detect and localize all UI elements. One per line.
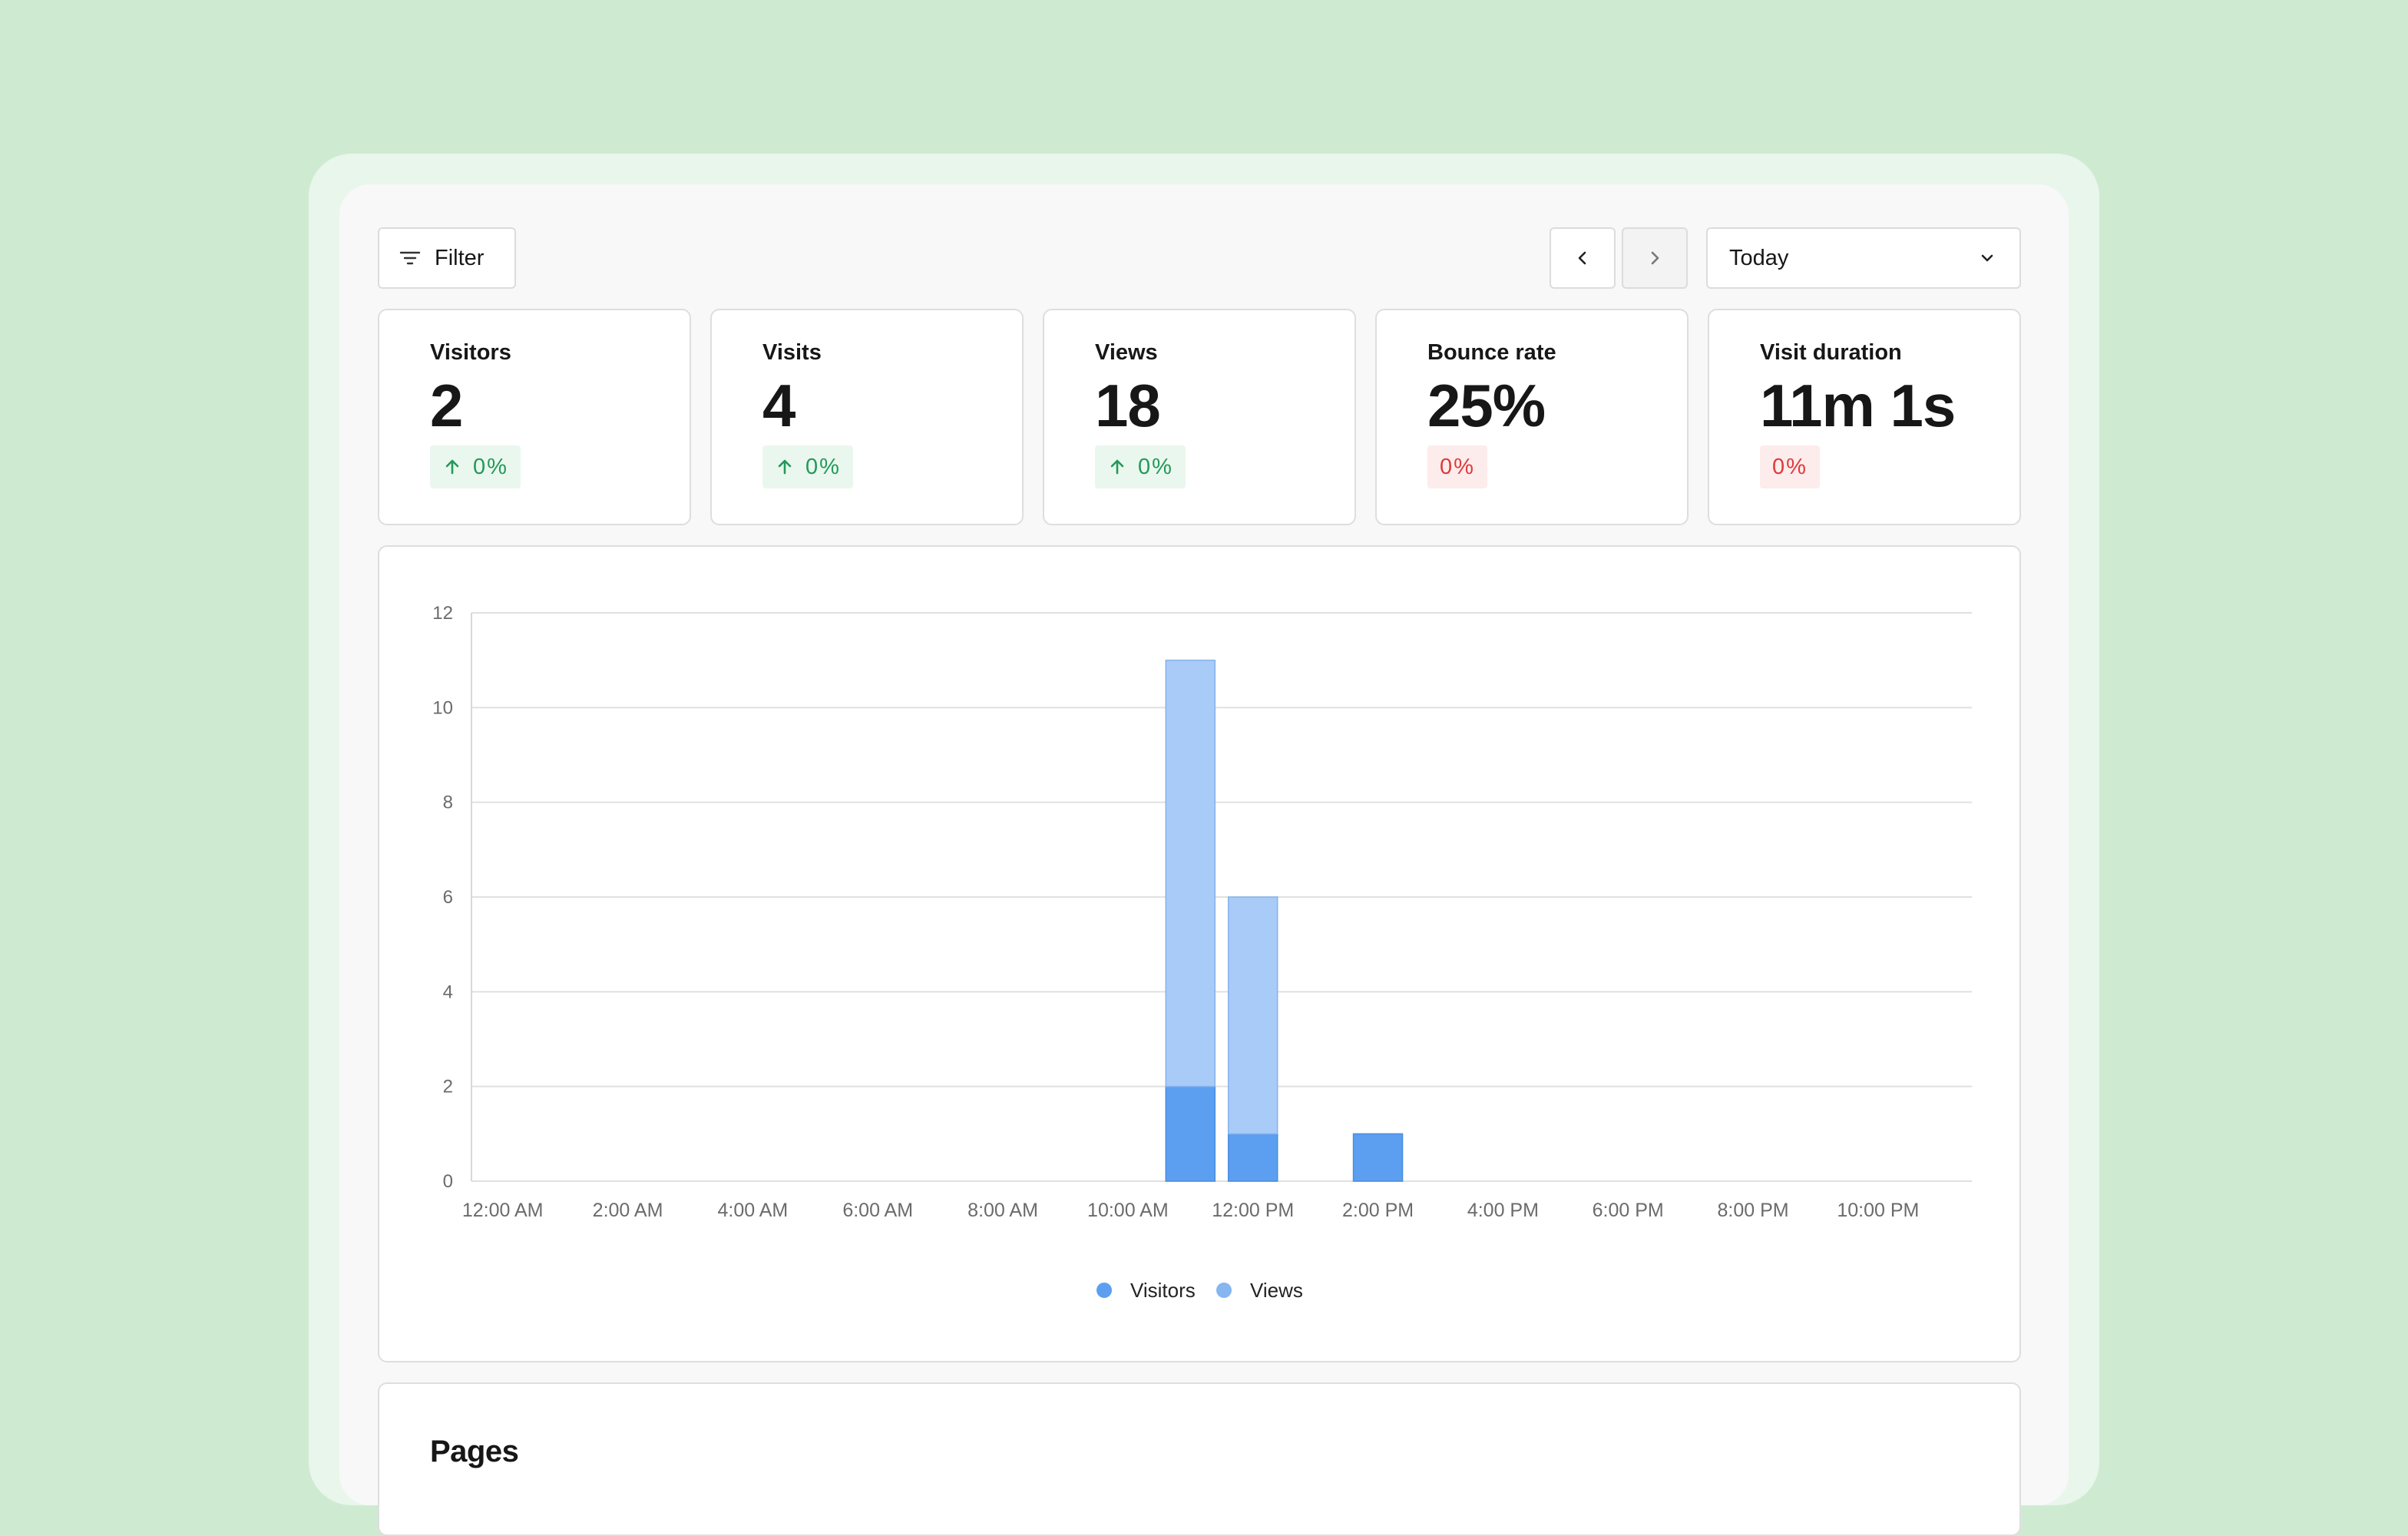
legend-swatch [1096, 1283, 1112, 1298]
chart-card: 0 2 4 6 8 10 12 12:00 AM 2:00 AM 4:00 AM 6:00 AM 8:… [378, 545, 2021, 1362]
pages-card: Pages [378, 1382, 2021, 1536]
stat-card-bounce-rate[interactable]: Bounce rate 25% 0% [1375, 309, 1689, 525]
stat-change-badge: 0% [1095, 445, 1186, 488]
legend-label: Views [1250, 1279, 1303, 1302]
filter-lines-icon [399, 251, 421, 265]
x-tick-label: 2:00 PM [1342, 1200, 1414, 1221]
stat-change-badge: 0% [1427, 445, 1487, 488]
previous-period-button[interactable] [1550, 227, 1616, 289]
stat-label: Visits [762, 340, 822, 365]
x-tick-label: 4:00 PM [1467, 1200, 1539, 1221]
stat-card-visits[interactable]: Visits 4 0% [710, 309, 1024, 525]
x-tick-label: 10:00 PM [1837, 1200, 1919, 1221]
stat-change-value: 0% [1772, 454, 1808, 479]
y-tick-label: 10 [432, 697, 453, 718]
bar-visitors [1352, 1133, 1404, 1182]
stat-card-views[interactable]: Views 18 0% [1043, 309, 1356, 525]
bar-views [1227, 896, 1278, 1135]
x-tick-label: 8:00 PM [1717, 1200, 1788, 1221]
x-tick-label: 4:00 AM [718, 1200, 789, 1221]
stat-label: Visit duration [1760, 340, 1902, 365]
arrow-up-icon [778, 459, 792, 475]
stat-change-badge: 0% [1760, 445, 1820, 488]
stat-change-value: 0% [1138, 454, 1173, 479]
y-tick-label: 8 [443, 793, 453, 813]
y-tick-label: 4 [443, 982, 453, 1002]
stat-label: Views [1095, 340, 1158, 365]
x-tick-label: 6:00 AM [842, 1200, 913, 1221]
y-tick-label: 2 [443, 1077, 453, 1097]
chevron-right-icon [1651, 251, 1659, 265]
y-tick-label: 12 [432, 603, 453, 624]
legend-label: Visitors [1130, 1279, 1196, 1302]
bar-views [1165, 659, 1216, 1087]
stat-change-badge: 0% [762, 445, 853, 488]
filter-button[interactable]: Filter [378, 227, 516, 289]
arrow-up-icon [445, 459, 459, 475]
bar-visitors [1165, 1085, 1216, 1182]
x-tick-label: 12:00 PM [1212, 1200, 1294, 1221]
stat-card-visitors[interactable]: Visitors 2 0% [378, 309, 691, 525]
stat-value: 2 [430, 372, 463, 439]
stat-value: 4 [762, 372, 796, 439]
x-tick-label: 2:00 AM [593, 1200, 663, 1221]
x-tick-label: 8:00 AM [968, 1200, 1038, 1221]
date-range-select[interactable]: Today [1706, 227, 2021, 289]
bar-visitors [1227, 1133, 1278, 1182]
chevron-left-icon [1578, 251, 1586, 265]
arrow-up-icon [1110, 459, 1124, 475]
x-tick-label: 10:00 AM [1087, 1200, 1169, 1221]
stat-label: Bounce rate [1427, 340, 1556, 365]
pages-title: Pages [430, 1435, 519, 1468]
stat-card-visit-duration[interactable]: Visit duration 11m 1s 0% [1708, 309, 2021, 525]
visitors-views-bar-chart: 0 2 4 6 8 10 12 12:00 AM 2:00 AM 4:00 AM 6:00 AM 8:… [432, 603, 1972, 1302]
x-tick-label: 6:00 PM [1593, 1200, 1664, 1221]
filter-button-label: Filter [435, 245, 485, 270]
stat-value: 25% [1427, 372, 1546, 439]
stat-label: Visitors [430, 340, 511, 365]
stat-value: 11m 1s [1760, 372, 1956, 439]
chevron-down-icon [1981, 254, 1993, 262]
y-tick-label: 6 [443, 887, 453, 908]
stat-change-value: 0% [805, 454, 841, 479]
stat-change-value: 0% [473, 454, 508, 479]
date-range-value: Today [1729, 245, 1789, 270]
stat-value: 18 [1095, 372, 1161, 439]
next-period-button[interactable] [1622, 227, 1688, 289]
legend-swatch [1216, 1283, 1232, 1298]
stat-change-badge: 0% [430, 445, 521, 488]
stat-change-value: 0% [1440, 454, 1475, 479]
y-tick-label: 0 [443, 1171, 453, 1192]
x-tick-label: 12:00 AM [462, 1200, 544, 1221]
